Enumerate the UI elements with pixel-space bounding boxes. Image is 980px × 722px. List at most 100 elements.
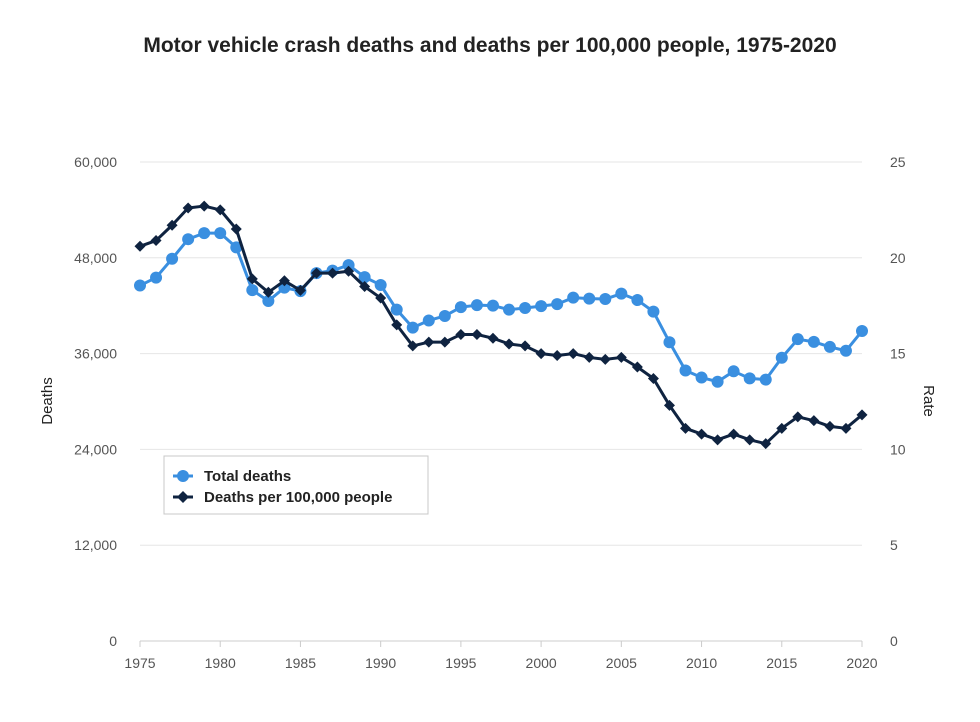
data-point-total-deaths bbox=[727, 365, 740, 378]
data-point-total-deaths bbox=[807, 335, 820, 348]
gridlines bbox=[140, 161, 862, 642]
data-point-total-deaths bbox=[406, 321, 419, 334]
data-point-total-deaths bbox=[791, 333, 804, 346]
data-point-total-deaths bbox=[422, 314, 435, 327]
x-tick-label: 1975 bbox=[124, 655, 155, 671]
data-point-deaths-per-100k bbox=[262, 286, 274, 298]
legend-marker-deaths-per-100k bbox=[177, 491, 189, 503]
data-point-deaths-per-100k bbox=[359, 281, 371, 293]
x-tick-label: 2005 bbox=[606, 655, 637, 671]
data-point-total-deaths bbox=[647, 305, 660, 318]
data-point-deaths-per-100k bbox=[696, 428, 708, 440]
chart-title: Motor vehicle crash deaths and deaths pe… bbox=[143, 34, 836, 57]
x-tick-label: 2015 bbox=[766, 655, 797, 671]
data-point-deaths-per-100k bbox=[214, 204, 226, 216]
series-line-total-deaths bbox=[139, 231, 864, 384]
legend: Total deaths Deaths per 100,000 people bbox=[163, 455, 429, 515]
data-point-deaths-per-100k bbox=[503, 338, 515, 350]
data-point-deaths-per-100k bbox=[728, 428, 740, 440]
data-point-deaths-per-100k bbox=[471, 328, 483, 340]
data-point-deaths-per-100k bbox=[599, 353, 611, 365]
data-point-deaths-per-100k bbox=[278, 275, 290, 287]
y-axis-title-right: Rate bbox=[920, 385, 937, 417]
data-point-total-deaths bbox=[342, 259, 355, 272]
y-tick-label-right: 20 bbox=[890, 250, 906, 266]
data-point-total-deaths bbox=[759, 373, 772, 386]
y-tick-label-left: 12,000 bbox=[74, 537, 117, 553]
data-point-total-deaths bbox=[551, 298, 564, 311]
data-point-total-deaths bbox=[615, 287, 628, 300]
y-tick-label-left: 60,000 bbox=[74, 154, 117, 170]
data-point-deaths-per-100k bbox=[423, 336, 435, 348]
x-tick-label: 1990 bbox=[365, 655, 396, 671]
legend-label-total-deaths: Total deaths bbox=[204, 468, 291, 485]
x-tick-label: 1980 bbox=[205, 655, 236, 671]
data-point-deaths-per-100k bbox=[535, 348, 547, 360]
data-point-deaths-per-100k bbox=[166, 219, 178, 231]
data-point-total-deaths bbox=[374, 278, 387, 291]
data-point-total-deaths bbox=[182, 233, 195, 246]
data-point-total-deaths bbox=[679, 364, 692, 377]
y-tick-label-right: 25 bbox=[890, 154, 906, 170]
data-point-total-deaths bbox=[775, 351, 788, 364]
data-point-deaths-per-100k bbox=[391, 319, 403, 331]
data-point-deaths-per-100k bbox=[824, 420, 836, 432]
data-point-total-deaths bbox=[839, 344, 852, 357]
data-point-deaths-per-100k bbox=[327, 267, 339, 279]
y-tick-label-left: 48,000 bbox=[74, 250, 117, 266]
data-point-total-deaths bbox=[262, 294, 275, 307]
data-point-total-deaths bbox=[150, 271, 163, 284]
data-point-total-deaths bbox=[599, 293, 612, 306]
data-point-deaths-per-100k bbox=[583, 351, 595, 363]
data-point-total-deaths bbox=[390, 303, 403, 316]
y-axis-title-left: Deaths bbox=[39, 377, 56, 425]
data-point-deaths-per-100k bbox=[647, 373, 659, 385]
data-point-total-deaths bbox=[198, 227, 211, 240]
data-point-deaths-per-100k bbox=[680, 422, 692, 434]
data-point-deaths-per-100k bbox=[663, 399, 675, 411]
y-tick-label-left: 36,000 bbox=[74, 346, 117, 362]
x-tick-label: 2010 bbox=[686, 655, 717, 671]
data-point-deaths-per-100k bbox=[310, 267, 322, 279]
data-point-deaths-per-100k bbox=[182, 202, 194, 214]
data-point-total-deaths bbox=[438, 309, 451, 322]
data-point-deaths-per-100k bbox=[134, 240, 146, 252]
data-point-total-deaths bbox=[711, 375, 724, 388]
y-tick-label-right: 15 bbox=[890, 346, 906, 362]
data-point-deaths-per-100k bbox=[343, 265, 355, 277]
data-point-total-deaths bbox=[695, 371, 708, 384]
y-tick-label-right: 10 bbox=[890, 441, 906, 457]
data-point-total-deaths bbox=[166, 252, 179, 265]
data-point-deaths-per-100k bbox=[198, 200, 210, 212]
data-point-total-deaths bbox=[856, 325, 868, 338]
data-point-total-deaths bbox=[519, 301, 532, 314]
data-point-total-deaths bbox=[454, 301, 467, 314]
data-point-total-deaths bbox=[230, 241, 243, 254]
data-point-deaths-per-100k bbox=[150, 235, 162, 247]
series-line-deaths-per-100k bbox=[139, 204, 863, 446]
data-point-total-deaths bbox=[663, 336, 676, 349]
data-point-deaths-per-100k bbox=[760, 438, 772, 450]
data-point-total-deaths bbox=[567, 291, 580, 304]
legend-marker-total-deaths bbox=[177, 470, 189, 482]
data-point-total-deaths bbox=[486, 299, 499, 312]
data-point-deaths-per-100k bbox=[375, 292, 387, 304]
y-tick-label-left: 24,000 bbox=[74, 441, 117, 457]
data-point-total-deaths bbox=[823, 340, 836, 353]
data-point-deaths-per-100k bbox=[551, 350, 563, 362]
data-point-deaths-per-100k bbox=[856, 409, 868, 421]
data-point-deaths-per-100k bbox=[792, 411, 804, 423]
data-point-deaths-per-100k bbox=[840, 422, 852, 434]
data-point-deaths-per-100k bbox=[439, 336, 451, 348]
data-point-total-deaths bbox=[470, 299, 483, 312]
axes: 0 0 12,000 5 24,000 10 36,000 15 48,000 20 60,000 2… bbox=[74, 154, 906, 671]
data-point-deaths-per-100k bbox=[615, 351, 627, 363]
y-tick-label-right: 0 bbox=[890, 633, 898, 649]
data-point-deaths-per-100k bbox=[455, 328, 467, 340]
data-point-deaths-per-100k bbox=[407, 340, 419, 352]
data-point-deaths-per-100k bbox=[294, 284, 306, 296]
data-point-total-deaths bbox=[631, 294, 644, 307]
data-point-total-deaths bbox=[134, 279, 146, 292]
legend-box bbox=[163, 455, 429, 515]
